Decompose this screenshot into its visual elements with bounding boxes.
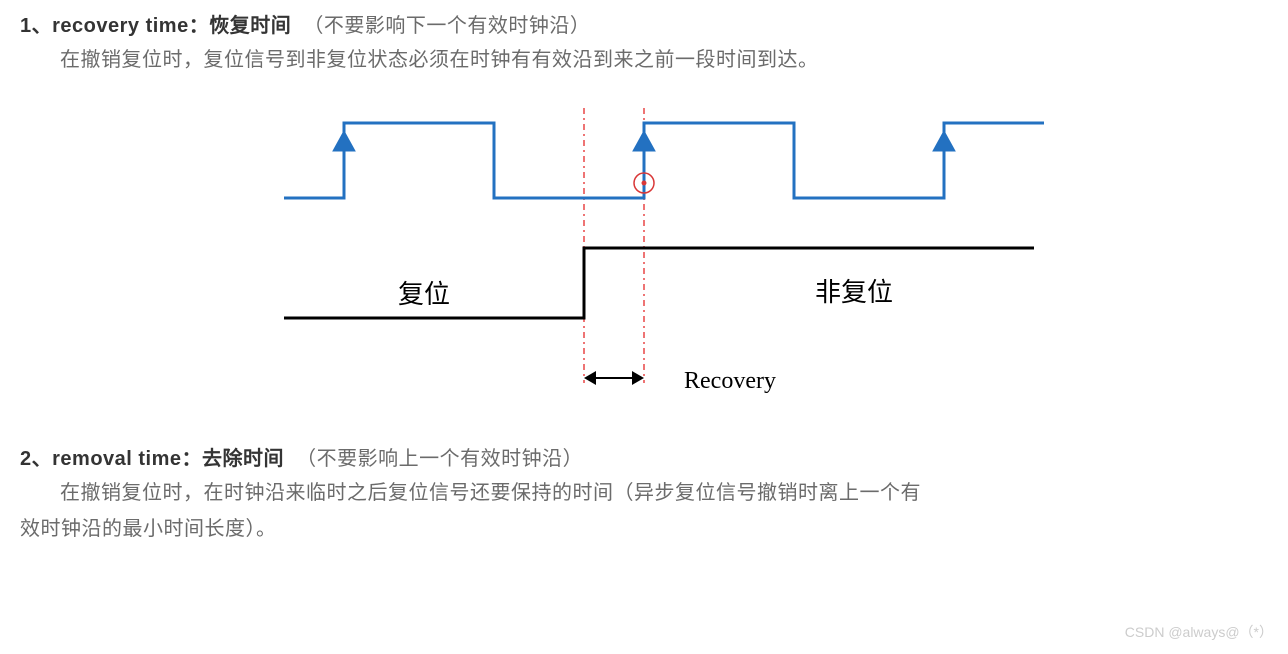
timing-diagram-container: 复位 非复位 Recovery <box>20 93 1268 413</box>
clock-rising-edge-arrow-1 <box>633 131 655 151</box>
clock-rising-edge-arrow-2 <box>933 131 955 151</box>
section1-term-en: recovery time： <box>52 15 209 37</box>
section1-desc: 在撤销复位时，复位信号到非复位状态必须在时钟有有效沿到来之前一段时间到达。 <box>60 49 819 71</box>
clock-waveform <box>284 123 1044 198</box>
section1-term-zh: 恢复时间 <box>209 15 291 37</box>
section1-desc-line: 在撤销复位时，复位信号到非复位状态必须在时钟有有效沿到来之前一段时间到达。 <box>20 42 1268 78</box>
recovery-timing-diagram: 复位 非复位 Recovery <box>244 93 1044 413</box>
section2-number: 2、 <box>20 448 52 470</box>
edge-marker-dot <box>642 181 647 186</box>
section2-desc-line2: 效时钟沿的最小时间长度）。 <box>20 511 1268 547</box>
reset-label-low: 复位 <box>398 280 450 309</box>
reset-label-high: 非复位 <box>815 278 893 307</box>
section2-term-en: removal time： <box>52 448 202 470</box>
recovery-arrow-left <box>584 371 596 385</box>
recovery-label: Recovery <box>684 368 776 394</box>
clock-rising-edge-arrow-0 <box>333 131 355 151</box>
section2-paren: （不要影响上一个有效时钟沿） <box>296 448 583 470</box>
section2-heading: 2、removal time：去除时间 （不要影响上一个有效时钟沿） <box>20 443 1268 475</box>
recovery-arrow-right <box>632 371 644 385</box>
section1-paren: （不要影响下一个有效时钟沿） <box>303 15 590 37</box>
section1-number: 1、 <box>20 15 52 37</box>
section2-desc-line1: 在撤销复位时，在时钟沿来临时之后复位信号还要保持的时间（异步复位信号撤销时离上一… <box>20 475 1268 511</box>
section1-heading: 1、recovery time：恢复时间 （不要影响下一个有效时钟沿） <box>20 10 1268 42</box>
section2-desc2: 效时钟沿的最小时间长度）。 <box>20 518 277 540</box>
section2-term-zh: 去除时间 <box>202 448 284 470</box>
reset-waveform <box>284 248 1034 318</box>
section2-desc1: 在撤销复位时，在时钟沿来临时之后复位信号还要保持的时间（异步复位信号撤销时离上一… <box>60 482 921 504</box>
watermark: CSDN @always@（*） <box>1125 622 1273 642</box>
